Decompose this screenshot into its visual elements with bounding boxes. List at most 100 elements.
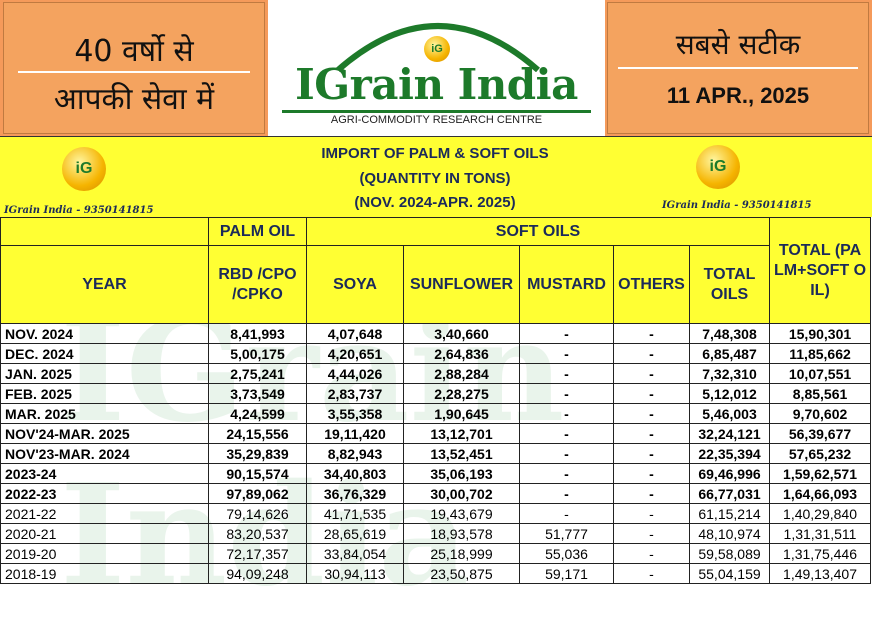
table-row: 2020-21 83,20,537 28,65,619 18,93,578 51,777… — [0, 523, 872, 544]
logo-text: IGrain India — [295, 60, 578, 109]
logo-arc-icon — [336, 23, 540, 72]
cell-sunflower: 23,50,875 — [403, 563, 520, 584]
col-palm: RBD /CPO /CPKO — [208, 245, 307, 324]
brand-logo: iG IGrain India AGRI-COMMODITY RESEARCH … — [268, 0, 605, 136]
table-row: MAR. 2025 4,24,599 3,55,358 1,90,645- -5,46,… — [0, 403, 872, 424]
cell-palm: 2,75,241 — [208, 363, 307, 384]
col-total: TOTAL (PALM+SOFT OIL) — [769, 217, 872, 324]
cell-sunflower: 30,00,702 — [403, 483, 520, 504]
logo-subtitle: AGRI-COMMODITY RESEARCH CENTRE — [282, 110, 591, 126]
tagline-line1: 40 वर्षो से — [74, 34, 194, 69]
header-banner: 40 वर्षो से आपकी सेवा में iG IGrain Indi… — [0, 0, 872, 136]
import-table: PALM OIL SOFT OILS TOTAL (PALM+SOFT OIL)… — [0, 217, 872, 584]
cell-soya: 4,20,651 — [306, 343, 404, 364]
cell-total: 1,59,62,571 — [769, 463, 872, 484]
cell-total: 9,70,602 — [769, 403, 872, 424]
column-header-row: YEAR RBD /CPO /CPKO SOYA SUNFLOWER MUSTA… — [0, 245, 871, 324]
cell-mustard: - — [519, 403, 614, 424]
report-period: (NOV. 2024-APR. 2025) — [354, 194, 516, 211]
table-row: DEC. 2024 5,00,175 4,20,651 2,64,836- -6,85,… — [0, 343, 872, 364]
tagline-divider — [18, 71, 250, 73]
cell-sunflower: 35,06,193 — [403, 463, 520, 484]
cell-palm: 83,20,537 — [208, 523, 307, 544]
cell-total-oils: 5,46,003 — [688, 403, 771, 424]
cell-year: MAR. 2025 — [0, 403, 209, 424]
cell-soya: 36,76,329 — [306, 483, 404, 504]
cell-total-oils: 7,48,308 — [688, 323, 771, 344]
cell-others: - — [613, 343, 690, 364]
cell-year: 2023-24 — [0, 463, 209, 484]
cell-total-oils: 66,77,031 — [688, 483, 771, 504]
cell-year: 2022-23 — [0, 483, 209, 504]
cell-total-oils: 48,10,974 — [688, 523, 771, 544]
cell-year: 2020-21 — [0, 523, 209, 544]
cell-mustard: 59,171 — [519, 563, 614, 584]
cell-mustard: - — [519, 443, 614, 464]
tagline-line2: आपकी सेवा में — [53, 82, 215, 117]
cell-total-oils: 6,85,487 — [688, 343, 771, 364]
cell-soya: 8,82,943 — [306, 443, 404, 464]
right-caption: IGrain India - 9350141815 — [662, 200, 812, 211]
cell-palm: 94,09,248 — [208, 563, 307, 584]
col-total-oils: TOTAL OILS — [688, 245, 771, 324]
cell-others: - — [613, 463, 690, 484]
cell-palm: 90,15,574 — [208, 463, 307, 484]
cell-total-oils: 7,32,310 — [688, 363, 771, 384]
date-divider — [618, 67, 858, 69]
cell-total: 15,90,301 — [769, 323, 872, 344]
cell-mustard: - — [519, 503, 614, 524]
cell-others: - — [613, 383, 690, 404]
cell-others: - — [613, 403, 690, 424]
cell-soya: 2,83,737 — [306, 383, 404, 404]
cell-total: 57,65,232 — [769, 443, 872, 464]
col-mustard: MUSTARD — [519, 245, 614, 324]
cell-others: - — [613, 523, 690, 544]
cell-others: - — [613, 503, 690, 524]
cell-palm: 3,73,549 — [208, 383, 307, 404]
cell-others: - — [613, 443, 690, 464]
report-title: IMPORT OF PALM & SOFT OILS — [321, 145, 549, 162]
group-header-row: PALM OIL SOFT OILS TOTAL (PALM+SOFT OIL) — [0, 217, 872, 324]
cell-total-oils: 5,12,012 — [688, 383, 771, 404]
cell-year: NOV'24-MAR. 2025 — [0, 423, 209, 444]
cell-total: 1,31,31,511 — [769, 523, 872, 544]
cell-palm: 79,14,626 — [208, 503, 307, 524]
cell-total: 1,40,29,840 — [769, 503, 872, 524]
cell-soya: 30,94,113 — [306, 563, 404, 584]
cell-total: 10,07,551 — [769, 363, 872, 384]
cell-palm: 97,89,062 — [208, 483, 307, 504]
cell-mustard: - — [519, 343, 614, 364]
left-caption: IGrain India - 9350141815 — [4, 205, 154, 216]
cell-others: - — [613, 323, 690, 344]
cell-year: FEB. 2025 — [0, 383, 209, 404]
col-others: OTHERS — [613, 245, 690, 324]
cell-total-oils: 59,58,089 — [688, 543, 771, 564]
tagline-box-right: सबसे सटीक 11 APR., 2025 — [607, 2, 869, 134]
cell-others: - — [613, 363, 690, 384]
cell-soya: 33,84,054 — [306, 543, 404, 564]
cell-total-oils: 22,35,394 — [688, 443, 771, 464]
cell-sunflower: 2,28,275 — [403, 383, 520, 404]
table-row: NOV'24-MAR. 2025 24,15,556 19,11,420 13,12,… — [0, 423, 872, 444]
cell-palm: 5,00,175 — [208, 343, 307, 364]
cell-palm: 24,15,556 — [208, 423, 307, 444]
table-row: 2019-20 72,17,357 33,84,054 25,18,999 55,036… — [0, 543, 872, 564]
cell-palm: 35,29,839 — [208, 443, 307, 464]
cell-mustard: - — [519, 423, 614, 444]
cell-total-oils: 55,04,159 — [688, 563, 771, 584]
group-soft-oils: SOFT OILS — [305, 217, 771, 246]
cell-year: 2018-19 — [0, 563, 209, 584]
cell-mustard: 51,777 — [519, 523, 614, 544]
col-soya: SOYA — [306, 245, 404, 324]
cell-total: 8,85,561 — [769, 383, 872, 404]
cell-sunflower: 2,88,284 — [403, 363, 520, 384]
cell-others: - — [613, 483, 690, 504]
cell-year: DEC. 2024 — [0, 343, 209, 364]
cell-mustard: - — [519, 383, 614, 404]
cell-total-oils: 69,46,996 — [688, 463, 771, 484]
table-row: JAN. 2025 2,75,241 4,44,026 2,88,284- -7,32,… — [0, 363, 872, 384]
logo-coin-icon: iG — [424, 36, 450, 62]
cell-palm: 8,41,993 — [208, 323, 307, 344]
col-sunflower: SUNFLOWER — [403, 245, 520, 324]
cell-year: JAN. 2025 — [0, 363, 209, 384]
